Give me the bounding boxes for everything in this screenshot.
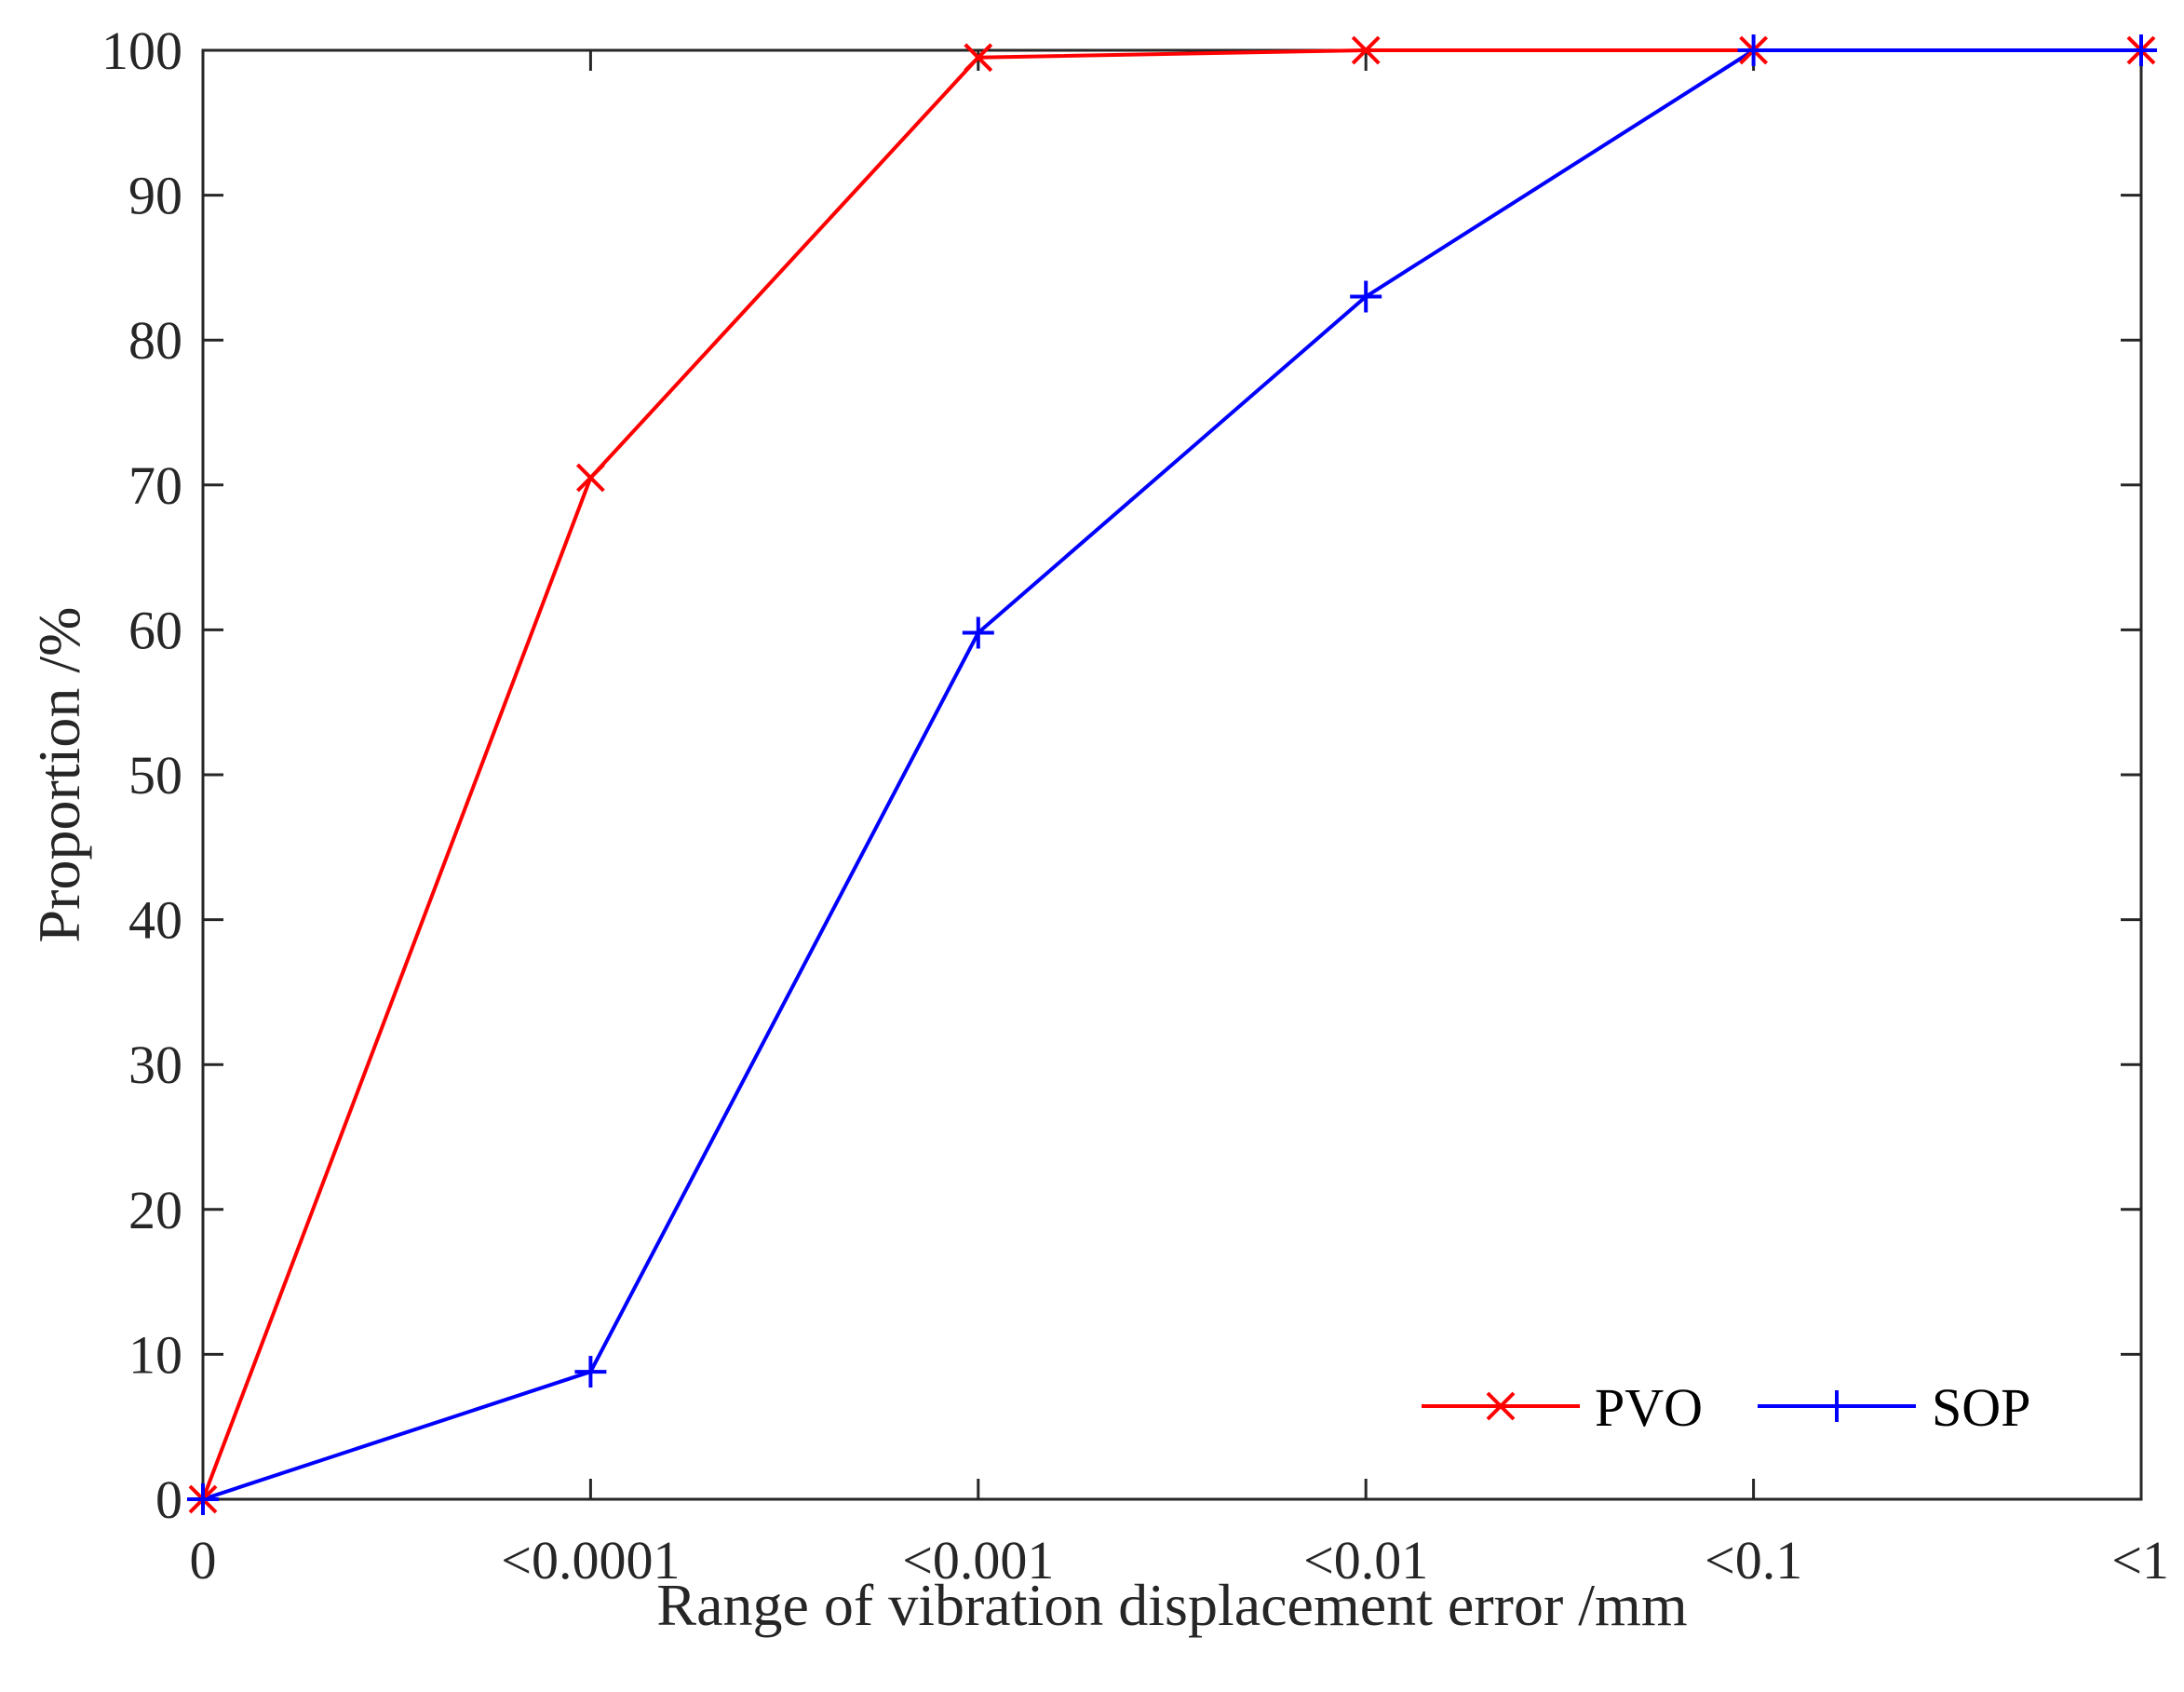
y-tick-label: 80 — [128, 310, 182, 371]
markers-sop — [187, 34, 2157, 1515]
series-pvo — [201, 48, 2141, 1500]
x-axis-title: Range of vibration displacement error /m… — [656, 1572, 1687, 1638]
series-sop — [202, 48, 2141, 1501]
legend-item-sop: SOP — [1758, 1377, 2030, 1438]
axes: 0 10 20 30 40 50 60 70 80 90 100 0 <0.0001 <0.001 <0.0… — [101, 20, 2169, 1590]
y-tick-label: 100 — [101, 20, 182, 81]
x-tick-label: <0.01 — [1303, 1530, 1428, 1590]
x-marker — [575, 463, 605, 493]
x-marker — [1486, 1391, 1516, 1421]
y-tick-label: 60 — [128, 600, 182, 660]
x-marker — [964, 43, 993, 73]
legend-label: PVO — [1595, 1377, 1703, 1438]
x-tick-label: <1 — [2111, 1530, 2169, 1590]
x-marker — [1351, 35, 1381, 65]
markers-pvo — [188, 35, 2156, 1514]
y-tick-label: 90 — [128, 166, 182, 226]
plot-frame — [201, 48, 2143, 1501]
series-line — [201, 48, 2141, 1500]
x-tick-label: <0.1 — [1705, 1530, 1802, 1590]
legend-label: SOP — [1932, 1377, 2030, 1438]
x-tick-label: <0.001 — [902, 1530, 1054, 1590]
y-axis-title: Proportion /% — [26, 607, 92, 943]
x-tick-label: 0 — [190, 1530, 217, 1590]
y-tick-label: 50 — [128, 745, 182, 805]
y-tick-label: 70 — [128, 455, 182, 516]
y-tick-label: 30 — [128, 1035, 182, 1095]
y-tick-label: 40 — [128, 890, 182, 951]
y-tick-label: 0 — [155, 1469, 182, 1530]
series-line — [202, 48, 2141, 1501]
y-tick-label: 20 — [128, 1180, 182, 1240]
legend-item-pvo: PVO — [1422, 1377, 1703, 1438]
y-tick-label: 10 — [128, 1324, 182, 1385]
x-tick-label: <0.0001 — [501, 1530, 680, 1590]
series-layer — [187, 34, 2157, 1515]
legend: PVO SOP — [1422, 1377, 2030, 1438]
